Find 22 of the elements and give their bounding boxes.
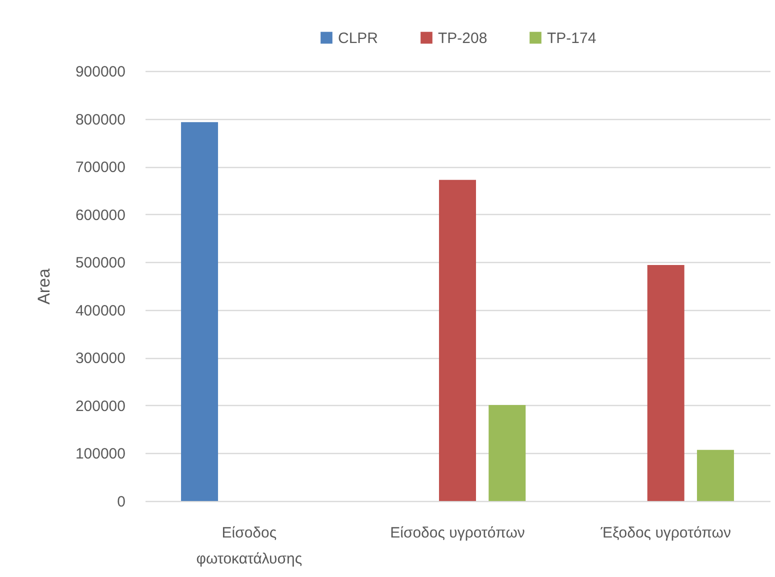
y-axis-title: Area: [34, 268, 54, 304]
bar: [488, 404, 526, 501]
legend-label: TP-174: [547, 30, 596, 47]
x-tick-label: Είσοδος υγροτόπων: [390, 524, 525, 542]
bar: [647, 264, 684, 501]
y-tick-label: 100000: [75, 446, 126, 463]
y-tick-label: 0: [117, 494, 126, 510]
bar: [439, 180, 476, 501]
y-tick-label: 300000: [75, 350, 126, 368]
legend-label: TP-208: [438, 30, 488, 47]
y-tick-label: 400000: [75, 302, 126, 320]
y-tick-label: 800000: [75, 111, 126, 128]
y-tick-label: 500000: [75, 254, 126, 272]
legend-label: CLPR: [338, 30, 378, 47]
y-tick-label: 900000: [75, 64, 126, 80]
y-tick-label: 200000: [75, 398, 126, 415]
y-tick-label: 600000: [75, 206, 126, 224]
bar: [696, 450, 734, 501]
y-tick-label: 700000: [75, 159, 126, 176]
x-tick-label: Έξοδος υγροτόπων: [600, 524, 731, 542]
bar: [181, 122, 218, 501]
x-tick-label: Είσοδος φωτοκατάλυσης: [196, 524, 302, 568]
